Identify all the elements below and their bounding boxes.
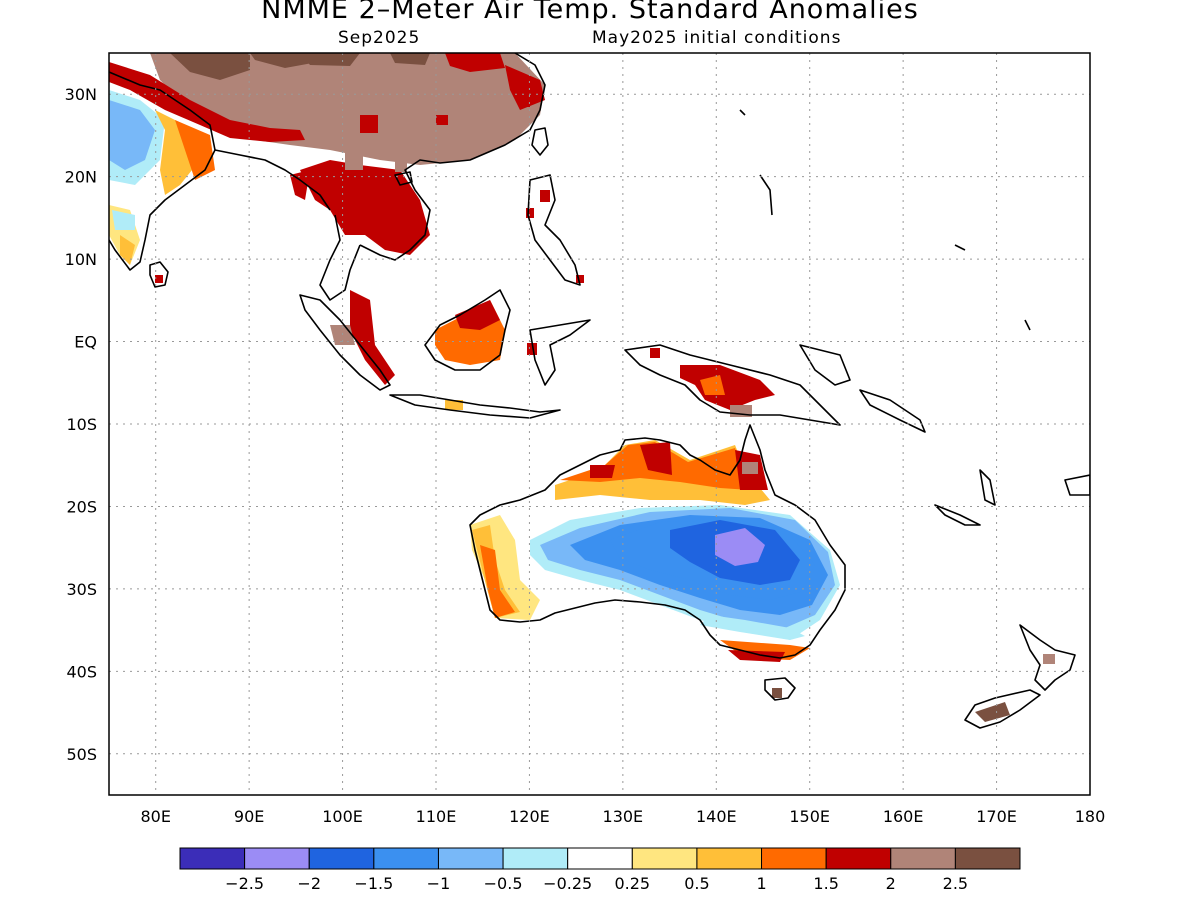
coastlines: [109, 53, 1090, 729]
colorbar-label: 0.25: [614, 874, 650, 893]
latitude-label: 20N: [65, 168, 97, 187]
colorbar-swatch: [373, 847, 439, 870]
latitude-label: 10N: [65, 250, 97, 269]
initial-conditions: May2025 initial conditions: [592, 28, 842, 48]
longitude-label: 110E: [416, 807, 457, 826]
colorbar-swatch: [502, 847, 569, 870]
colorbar-label: −0.25: [543, 874, 592, 893]
colorbar: −2.5 −2 −1.5 −1 −0.5 −0.25 0.25 0.5 1 1.5 2 2.5: [179, 847, 1021, 893]
latitude-label: 10S: [66, 415, 97, 434]
longitude-label: 180: [1075, 807, 1106, 826]
colorbar-swatch: [308, 847, 375, 870]
colorbar-swatch: [567, 847, 633, 870]
longitude-label: 130E: [603, 807, 644, 826]
colorbar-swatch: [631, 847, 698, 870]
latitude-labels: 30N 20N 10N EQ 10S 20S 30S 40S 50S: [65, 85, 97, 764]
longitude-label: 120E: [509, 807, 550, 826]
colorbar-label: −1.5: [354, 874, 393, 893]
colorbar-label: −0.5: [484, 874, 523, 893]
colorbar-swatch: [437, 847, 504, 870]
latitude-label: 30N: [65, 85, 97, 104]
latitude-label: EQ: [74, 333, 97, 352]
longitude-label: 170E: [976, 807, 1017, 826]
colorbar-swatch: [179, 847, 246, 870]
latitude-label: 30S: [66, 580, 97, 599]
colorbar-swatch: [825, 847, 892, 870]
latitude-label: 20S: [66, 497, 97, 516]
colorbar-swatch: [954, 847, 1021, 870]
colorbar-swatch: [696, 847, 763, 870]
latitude-label: 50S: [66, 745, 97, 764]
forecast-month: Sep2025: [338, 28, 421, 48]
longitude-label: 80E: [140, 807, 170, 826]
colorbar-label: −1: [427, 874, 451, 893]
graticule: [109, 53, 1090, 795]
colorbar-label: 2: [886, 874, 896, 893]
longitude-label: 100E: [322, 807, 363, 826]
colorbar-label: −2.5: [225, 874, 264, 893]
colorbar-label: 1.5: [813, 874, 838, 893]
longitude-labels: 80E 90E 100E 110E 120E 130E 140E 150E 160E 170E 18…: [140, 807, 1105, 826]
colorbar-label: 1: [756, 874, 766, 893]
map-frame: [108, 52, 1091, 796]
longitude-label: 150E: [789, 807, 830, 826]
colorbar-swatch: [244, 847, 310, 870]
latitude-label: 40S: [66, 662, 97, 681]
colorbar-swatch: [761, 847, 827, 870]
map-title: NMME 2–Meter Air Temp. Standard Anomalie…: [261, 0, 919, 25]
colorbar-label: −2: [297, 874, 321, 893]
longitude-label: 140E: [696, 807, 737, 826]
colorbar-swatch: [890, 847, 956, 870]
longitude-label: 160E: [883, 807, 924, 826]
colorbar-label: 0.5: [684, 874, 709, 893]
longitude-label: 90E: [234, 807, 264, 826]
colorbar-label: 2.5: [943, 874, 968, 893]
